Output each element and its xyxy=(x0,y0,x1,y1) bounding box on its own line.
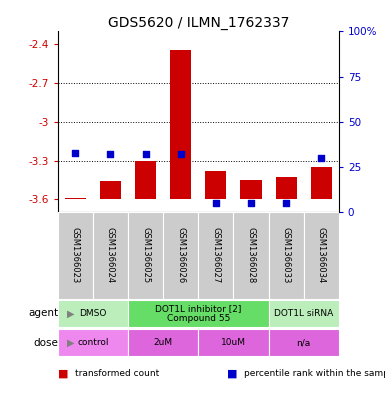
Text: GSM1366033: GSM1366033 xyxy=(281,227,291,284)
Bar xyxy=(58,300,128,327)
Text: agent: agent xyxy=(28,309,58,318)
Bar xyxy=(128,329,198,356)
Text: ■: ■ xyxy=(58,369,68,378)
Point xyxy=(72,149,79,156)
Bar xyxy=(304,212,339,299)
Text: 10uM: 10uM xyxy=(221,338,246,347)
Text: ▶: ▶ xyxy=(67,338,75,348)
Text: DMSO: DMSO xyxy=(79,309,107,318)
Bar xyxy=(276,177,297,199)
Text: transformed count: transformed count xyxy=(75,369,159,378)
Point xyxy=(213,200,219,206)
Point xyxy=(248,200,254,206)
Bar xyxy=(240,180,261,199)
Text: GSM1366026: GSM1366026 xyxy=(176,227,185,284)
Text: DOT1L inhibitor [2]
Compound 55: DOT1L inhibitor [2] Compound 55 xyxy=(155,304,241,323)
Text: control: control xyxy=(77,338,109,347)
Text: GSM1366025: GSM1366025 xyxy=(141,228,150,283)
Text: 2uM: 2uM xyxy=(154,338,173,347)
Point xyxy=(107,151,114,158)
Bar xyxy=(170,50,191,199)
Text: GSM1366024: GSM1366024 xyxy=(106,228,115,283)
Text: dose: dose xyxy=(33,338,58,348)
Bar xyxy=(58,329,128,356)
Bar xyxy=(269,329,339,356)
Point xyxy=(283,200,289,206)
Text: GSM1366027: GSM1366027 xyxy=(211,227,220,284)
Bar xyxy=(198,212,233,299)
Bar xyxy=(128,212,163,299)
Point xyxy=(177,151,184,158)
Bar xyxy=(58,212,93,299)
Bar xyxy=(311,167,332,199)
Bar xyxy=(269,212,304,299)
Text: n/a: n/a xyxy=(296,338,311,347)
Point xyxy=(318,155,324,161)
Point xyxy=(142,151,149,158)
Text: ■: ■ xyxy=(227,369,238,378)
Text: GSM1366034: GSM1366034 xyxy=(317,227,326,284)
Title: GDS5620 / ILMN_1762337: GDS5620 / ILMN_1762337 xyxy=(107,17,289,30)
Bar xyxy=(128,300,269,327)
Bar xyxy=(205,171,226,199)
Text: ▶: ▶ xyxy=(67,309,75,318)
Text: DOT1L siRNA: DOT1L siRNA xyxy=(274,309,333,318)
Bar xyxy=(233,212,268,299)
Bar xyxy=(65,198,86,199)
Bar xyxy=(135,161,156,199)
Text: GSM1366023: GSM1366023 xyxy=(71,227,80,284)
Text: percentile rank within the sample: percentile rank within the sample xyxy=(244,369,385,378)
Text: GSM1366028: GSM1366028 xyxy=(246,227,256,284)
Bar xyxy=(198,329,269,356)
Bar xyxy=(93,212,128,299)
Bar xyxy=(163,212,198,299)
Bar xyxy=(269,300,339,327)
Bar xyxy=(100,181,121,199)
